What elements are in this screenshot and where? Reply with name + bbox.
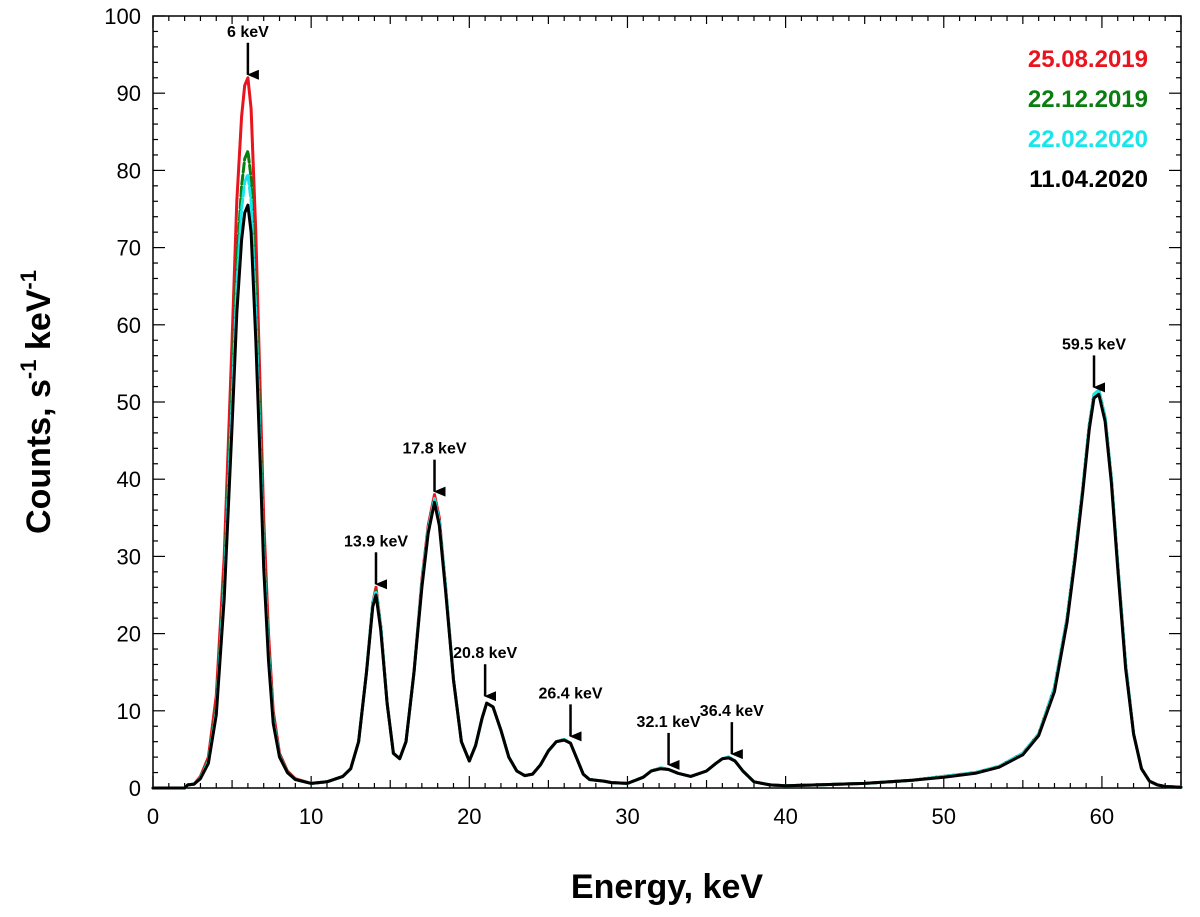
plot-frame (152, 15, 1182, 789)
x-tick-label: 0 (147, 804, 159, 829)
peak-label: 13.9 keV (344, 533, 408, 550)
x-tick-label: 10 (299, 804, 323, 829)
peak-label: 6 keV (227, 24, 269, 41)
legend-entry: 22.02.2020 (1028, 126, 1148, 153)
y-tick-label: 90 (117, 81, 141, 106)
y-tick-label: 70 (117, 236, 141, 261)
y-axis: 0 10 20 30 40 50 60 70 80 90 100 (104, 4, 1181, 801)
peak-label: 17.8 keV (402, 441, 466, 458)
x-tick-label: 40 (773, 804, 797, 829)
y-tick-label: 0 (129, 776, 141, 801)
legend-entry: 25.08.2019 (1028, 46, 1148, 73)
y-tick-label: 20 (117, 622, 141, 647)
y-axis-title-main: Counts, s (20, 379, 58, 534)
peak-label: 59.5 keV (1062, 336, 1126, 353)
peak-label: 32.1 keV (637, 714, 701, 731)
x-tick-label: 30 (615, 804, 639, 829)
y-tick-label: 40 (117, 467, 141, 492)
x-tick-label: 50 (932, 804, 956, 829)
y-axis-title-exp1: -1 (16, 360, 41, 380)
legend-entry: 22.12.2019 (1028, 86, 1148, 113)
y-tick-label: 100 (104, 4, 141, 29)
series-line-11.04.2020 (151, 203, 1183, 790)
x-axis: 0 10 20 30 40 50 60 (147, 16, 1182, 829)
y-tick-label: 80 (117, 158, 141, 183)
x-tick-label: 20 (457, 804, 481, 829)
y-axis-title-exp2: -1 (16, 270, 41, 290)
series-line-25.08.2019 (151, 76, 1183, 790)
y-axis-title-mid: keV (20, 289, 58, 359)
peak-annotations: 6 keV 13.9 keV 17.8 keV 20.8 keV 26.4 keV 32.… (227, 24, 1126, 770)
peak-label: 26.4 keV (538, 685, 602, 702)
y-axis-title: Counts, s-1 keV-1 (16, 270, 58, 534)
y-tick-label: 60 (117, 313, 141, 338)
peak-label: 36.4 keV (700, 703, 764, 720)
peak-label: 20.8 keV (453, 645, 517, 662)
series-line-22.02.2020 (151, 172, 1183, 790)
legend-entry: 11.04.2020 (1029, 166, 1148, 193)
y-tick-label: 10 (117, 699, 141, 724)
y-tick-label: 50 (117, 390, 141, 415)
legend: 25.08.2019 22.12.2019 22.02.2020 11.04.2020 (1028, 46, 1148, 193)
series-line-22.12.2019 (151, 149, 1183, 790)
series-layer (151, 76, 1183, 790)
y-tick-label: 30 (117, 544, 141, 569)
x-tick-label: 60 (1090, 804, 1114, 829)
x-axis-title: Energy, keV (571, 868, 763, 906)
